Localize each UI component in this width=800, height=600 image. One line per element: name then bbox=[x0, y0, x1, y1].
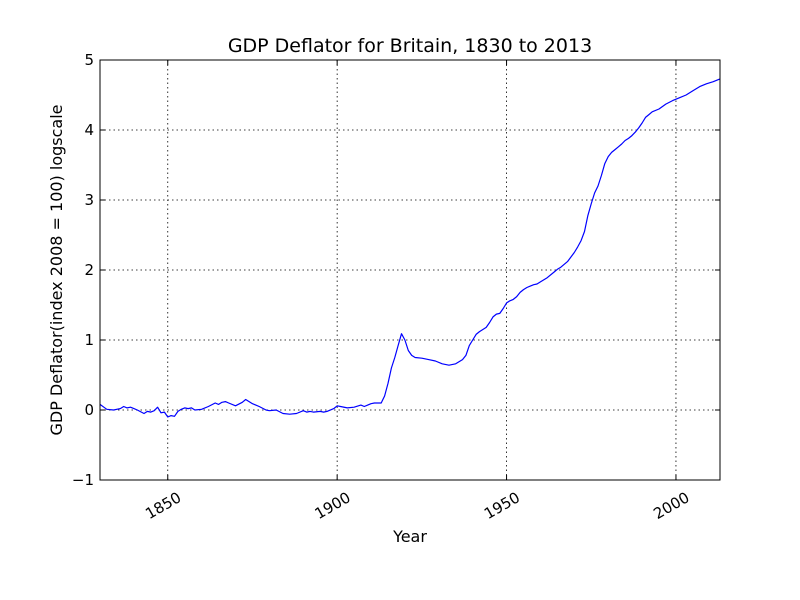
y-tick-label: 0 bbox=[84, 401, 94, 419]
y-axis-label: GDP Deflator(index 2008 = 100) logscale bbox=[47, 104, 66, 435]
y-tick-label: 1 bbox=[84, 331, 94, 349]
y-tick-label: 3 bbox=[84, 191, 94, 209]
axis-ticks bbox=[100, 59, 720, 481]
chart-title: GDP Deflator for Britain, 1830 to 2013 bbox=[228, 35, 592, 57]
x-axis-label: Year bbox=[392, 527, 427, 546]
data-series bbox=[99, 78, 721, 418]
y-tick-label: 5 bbox=[84, 51, 94, 69]
y-tick-label: 4 bbox=[84, 121, 94, 139]
gdp-deflator-line bbox=[99, 78, 721, 418]
y-tick-label: −1 bbox=[72, 471, 94, 489]
y-tick-label: 2 bbox=[84, 261, 94, 279]
